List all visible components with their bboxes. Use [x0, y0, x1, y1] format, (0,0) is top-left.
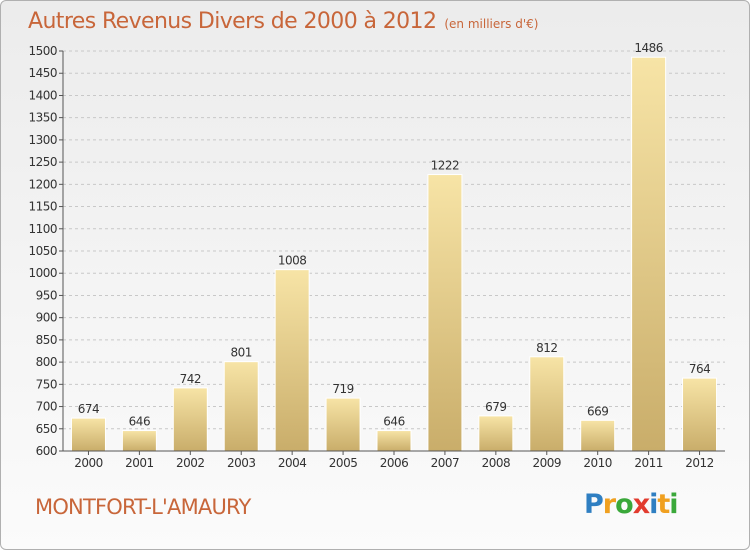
bar-2003 [223, 361, 259, 452]
data-label-2010: 669 [587, 404, 608, 418]
bar-2010 [580, 419, 616, 452]
data-label-2001: 646 [129, 415, 150, 429]
x-tick-label-2007: 2007 [431, 456, 460, 470]
x-tick-label-2000: 2000 [74, 456, 103, 470]
data-label-2003: 801 [231, 346, 252, 360]
bar-2008 [478, 415, 514, 452]
y-tick-label: 850 [36, 333, 57, 347]
logo-letter: P [584, 489, 604, 520]
data-label-2006: 646 [383, 415, 404, 429]
bar-2006 [376, 430, 412, 452]
bar-2001 [121, 430, 157, 452]
logo-letter: i [649, 489, 658, 520]
bars [70, 56, 718, 452]
data-label-2000: 674 [78, 402, 99, 416]
bar-2000 [70, 417, 106, 452]
y-tick-label: 1200 [28, 177, 57, 191]
y-tick-label: 1450 [28, 66, 57, 80]
y-tick-label: 1050 [28, 244, 57, 258]
y-tick-label: 1150 [28, 200, 57, 214]
logo-letter: r [602, 489, 616, 520]
chart-title: Autres Revenus Divers de 2000 à 2012 (en … [28, 9, 538, 34]
y-tick-label: 750 [36, 377, 57, 391]
axes: 600 650 700 750 800 850 900 950 1000 1050 1100 1150… [28, 44, 725, 470]
proxiti-logo: Proxiti [584, 489, 679, 520]
data-label-2008: 679 [485, 400, 506, 414]
y-tick-label: 1100 [28, 222, 57, 236]
commune-name: MONTFORT-L'AMAURY [35, 495, 251, 519]
data-label-2004: 1008 [278, 254, 307, 268]
y-tick-label: 650 [36, 422, 57, 436]
y-tick-label: 1350 [28, 111, 57, 125]
y-tick-label: 900 [36, 311, 57, 325]
y-tick-label: 1250 [28, 155, 57, 169]
y-tick-label: 1300 [28, 133, 57, 147]
data-labels: 674 646 742 801 1008 719 646 1222 679 812 669 1486 7… [78, 41, 711, 429]
x-tick-label-2006: 2006 [380, 456, 409, 470]
unit-note: (en milliers d'€) [444, 17, 539, 31]
bar-2004 [274, 269, 310, 452]
data-label-2011: 1486 [634, 41, 663, 55]
x-tick-label-2009: 2009 [532, 456, 561, 470]
x-tick-label-2001: 2001 [125, 456, 154, 470]
x-tick-label-2010: 2010 [583, 456, 612, 470]
y-tick-label: 1000 [28, 266, 57, 280]
logo-letter: x [632, 489, 650, 520]
logo-letter: o [615, 489, 634, 520]
bar-2007 [427, 174, 463, 452]
data-label-2012: 764 [689, 362, 710, 376]
y-tick-label: 700 [36, 400, 57, 414]
x-tick-label-2005: 2005 [329, 456, 358, 470]
x-tick-label-2003: 2003 [227, 456, 256, 470]
data-label-2002: 742 [180, 372, 201, 386]
bar-2009 [529, 356, 565, 452]
y-tick-label: 800 [36, 355, 57, 369]
y-tick-label: 950 [36, 288, 57, 302]
logo-letter: t [657, 489, 670, 520]
x-tick-label-2011: 2011 [634, 456, 663, 470]
bar-2012 [682, 377, 718, 452]
title-text: Autres Revenus Divers de 2000 à 2012 [28, 9, 437, 34]
x-tick-label-2012: 2012 [685, 456, 714, 470]
grid-lines [63, 50, 725, 430]
x-tick-label-2002: 2002 [176, 456, 205, 470]
x-tick-label-2008: 2008 [482, 456, 511, 470]
y-tick-label: 1500 [28, 44, 57, 58]
data-label-2009: 812 [536, 341, 557, 355]
bar-2011 [631, 56, 667, 452]
bar-2002 [172, 387, 208, 452]
data-label-2005: 719 [332, 382, 353, 396]
y-tick-label: 600 [36, 444, 57, 458]
bar-2005 [325, 397, 361, 452]
data-label-2007: 1222 [431, 159, 460, 173]
y-tick-label: 1400 [28, 88, 57, 102]
x-tick-label-2004: 2004 [278, 456, 307, 470]
logo-letter: i [669, 489, 678, 520]
